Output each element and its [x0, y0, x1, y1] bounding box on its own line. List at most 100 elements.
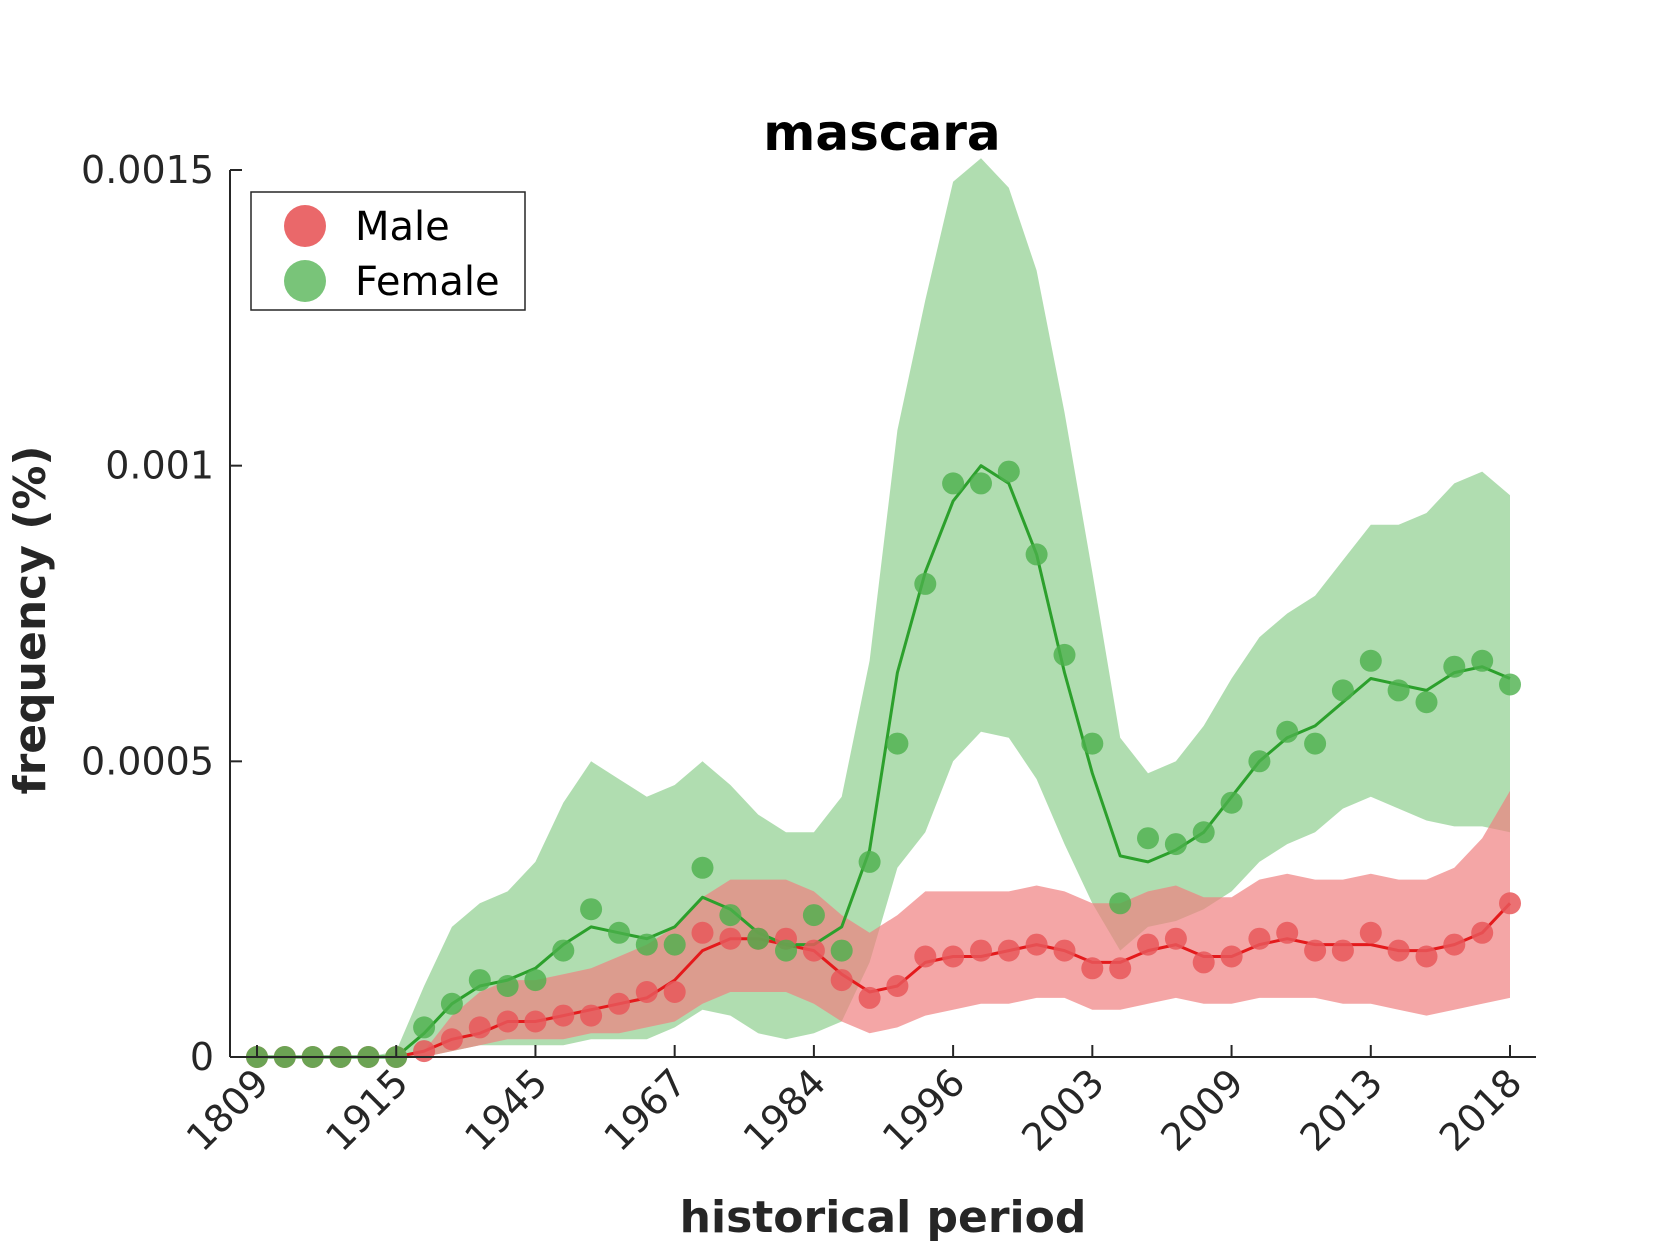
y-axis-label: frequency (%) [5, 445, 56, 794]
legend: Male Female [250, 191, 526, 311]
point-male [635, 981, 658, 1003]
line-male [257, 902, 1512, 1059]
point-male [802, 939, 825, 962]
point-male [552, 1004, 575, 1027]
point-female [1109, 892, 1132, 915]
x-tick-label: 2009 [1152, 1060, 1252, 1160]
point-male [468, 1016, 491, 1039]
x-tick-label: 1996 [874, 1060, 974, 1160]
point-female [747, 927, 770, 950]
point-female [524, 969, 547, 992]
point-male [1081, 957, 1104, 980]
point-male [858, 986, 881, 1009]
point-female [1359, 649, 1382, 672]
point-male [1053, 939, 1076, 962]
y-tick-label: 0.0005 [81, 739, 214, 783]
point-female [1443, 655, 1466, 678]
point-male [1137, 933, 1159, 956]
point-female [663, 933, 686, 956]
point-female [1471, 649, 1494, 672]
point-male [970, 939, 992, 962]
point-male [830, 969, 853, 992]
point-female [1276, 720, 1299, 743]
point-male [1499, 892, 1521, 915]
y-tick-label: 0 [190, 1035, 214, 1079]
point-male [1025, 933, 1048, 956]
point-female [1331, 679, 1354, 702]
point-female [970, 472, 992, 495]
point-male [1220, 945, 1243, 968]
legend-marker-male [284, 205, 326, 247]
point-female [997, 460, 1020, 483]
point-female [691, 856, 714, 879]
line-female [257, 464, 1511, 1059]
point-female [1248, 750, 1271, 773]
chart-title: mascara [763, 104, 1000, 162]
point-female [942, 472, 965, 495]
point-female [886, 732, 909, 755]
point-male [1387, 939, 1410, 962]
y-ticks: 0 0.0005 0.001 0.0015 [81, 148, 242, 1079]
point-male [997, 939, 1020, 962]
point-male [440, 1028, 463, 1051]
point-female [1499, 673, 1521, 696]
point-male [663, 981, 686, 1003]
point-female [775, 939, 797, 962]
point-male [413, 1040, 436, 1063]
point-female [719, 904, 742, 927]
x-axis-label: historical period [680, 1192, 1087, 1243]
x-tick-label: 2013 [1292, 1060, 1392, 1160]
point-female [1081, 732, 1104, 755]
legend-marker-female [284, 260, 326, 302]
point-female [1192, 821, 1215, 844]
x-tick-label: 2018 [1431, 1060, 1531, 1160]
point-female [468, 969, 491, 992]
y-tick-label: 0.001 [105, 444, 214, 488]
point-female [858, 850, 881, 873]
point-female [580, 898, 603, 921]
point-male [1164, 927, 1187, 950]
point-male [608, 992, 630, 1015]
point-male [524, 1010, 547, 1033]
legend-label-female: Female [355, 259, 500, 305]
point-female [830, 939, 853, 962]
legend-label-male: Male [355, 204, 450, 250]
point-male [691, 921, 714, 944]
x-tick-label: 1915 [317, 1060, 417, 1160]
point-female [1415, 691, 1438, 714]
point-female [1304, 732, 1327, 755]
point-male [580, 1004, 603, 1027]
point-male [1276, 921, 1299, 944]
band-male [257, 790, 1510, 1057]
point-female [635, 933, 658, 956]
point-female [440, 992, 463, 1015]
point-male [1192, 951, 1215, 974]
series-lines [257, 464, 1512, 1059]
point-male [1304, 939, 1327, 962]
point-female [413, 1016, 436, 1039]
point-female [1137, 827, 1159, 850]
point-male [886, 975, 909, 997]
point-female [1220, 791, 1243, 814]
point-female [496, 975, 519, 997]
point-male [1471, 921, 1494, 944]
x-tick-label: 1984 [735, 1060, 835, 1160]
y-tick-label: 0.0015 [81, 148, 214, 192]
point-female [1025, 543, 1048, 566]
point-male [1109, 957, 1132, 980]
point-male [1415, 945, 1438, 968]
point-male [1248, 927, 1271, 950]
point-male [1443, 933, 1466, 956]
point-female [802, 904, 825, 927]
point-female [1387, 679, 1410, 702]
point-male [1359, 921, 1382, 944]
axes [229, 170, 1536, 1058]
x-tick-label: 1967 [596, 1060, 696, 1160]
point-female [1164, 833, 1187, 856]
x-tick-label: 2003 [1013, 1060, 1113, 1160]
x-tick-label: 1945 [456, 1060, 556, 1160]
point-male [942, 945, 965, 968]
point-male [914, 945, 937, 968]
